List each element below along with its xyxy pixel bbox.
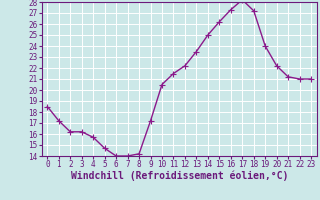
X-axis label: Windchill (Refroidissement éolien,°C): Windchill (Refroidissement éolien,°C): [70, 171, 288, 181]
